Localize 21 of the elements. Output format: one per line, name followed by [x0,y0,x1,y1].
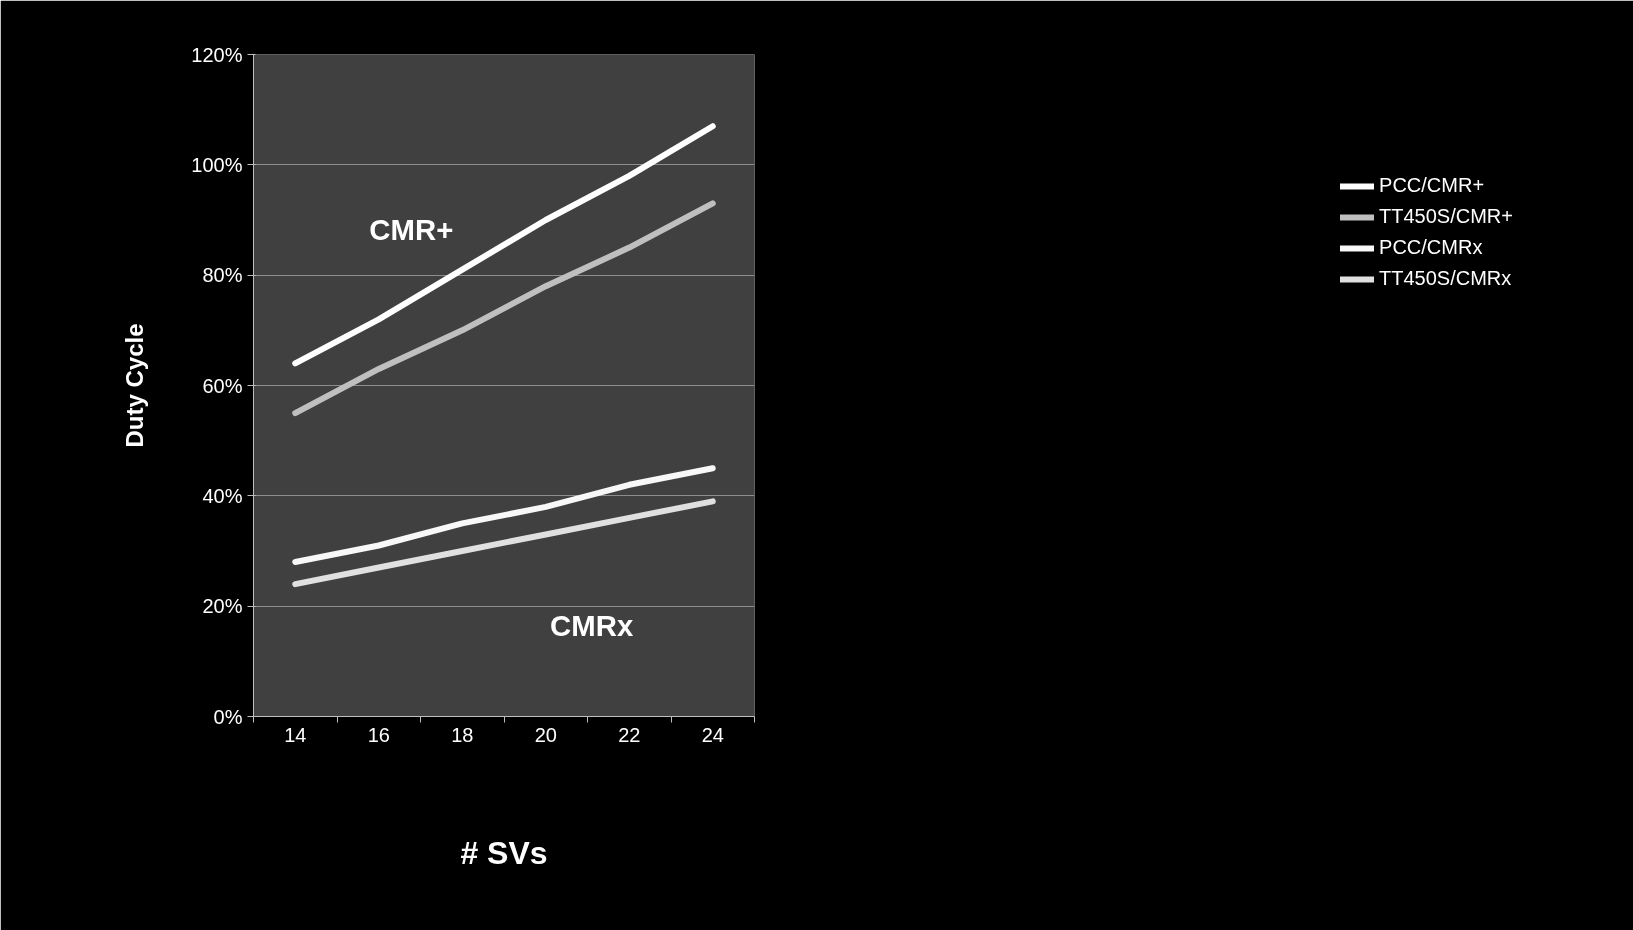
y-tick-label: 120% [191,43,243,66]
x-tick-label: 14 [284,723,307,746]
y-tick-label: 40% [202,484,243,507]
y-tick-label: 60% [202,374,243,397]
legend-label: TT450S/CMRx [1379,267,1512,290]
y-tick-label: 80% [202,264,243,287]
legend-label: TT450S/CMR+ [1379,205,1513,228]
y-tick-label: 0% [213,705,243,728]
y-axis-title: Duty Cycle [121,323,149,448]
x-tick-label: 18 [451,723,474,746]
x-tick-label: 20 [534,723,557,746]
y-tick-label: 100% [191,153,243,176]
y-tick-label: 20% [202,595,243,618]
x-axis-title: # SVs [460,834,548,871]
x-tick-label: 22 [618,723,641,746]
legend-label: PCC/CMR+ [1379,174,1485,197]
annotation: CMR+ [369,213,454,247]
x-tick-label: 16 [367,723,390,746]
annotation: CMRx [550,609,634,643]
x-tick-label: 24 [701,723,724,746]
legend-label: PCC/CMRx [1379,236,1483,259]
